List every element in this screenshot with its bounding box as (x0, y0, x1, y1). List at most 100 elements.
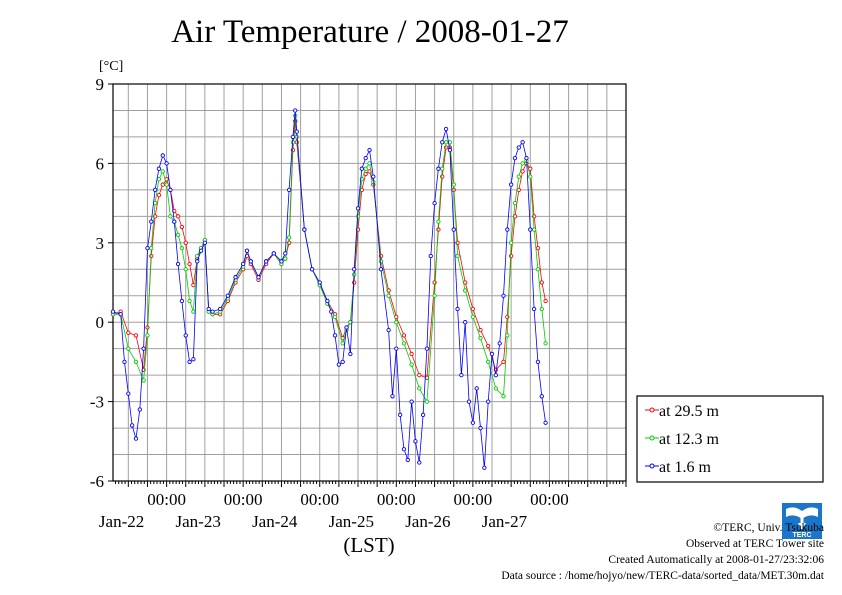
legend-label: at 29.5 m (659, 403, 720, 420)
data-point (133, 359, 139, 365)
data-point (428, 253, 433, 259)
data-point (348, 351, 353, 357)
y-tick-label: 6 (96, 154, 105, 173)
data-point (248, 259, 253, 264)
data-point (386, 293, 391, 298)
data-point (340, 341, 345, 346)
data-point (512, 200, 518, 206)
data-point (129, 423, 135, 428)
data-point (110, 309, 116, 314)
legend-label: at 12.3 m (659, 431, 720, 448)
data-point (447, 148, 453, 153)
data-point (424, 399, 430, 404)
data-point (172, 219, 177, 224)
data-point (340, 359, 345, 365)
data-point (168, 187, 173, 193)
data-point (355, 206, 361, 211)
data-point (283, 256, 288, 261)
data-point (286, 187, 292, 193)
data-point (451, 227, 456, 232)
x-day-label: Jan-25 (329, 512, 374, 531)
data-point (390, 394, 395, 399)
data-point (524, 155, 529, 161)
data-point (286, 235, 292, 240)
series-line-3 (112, 110, 546, 468)
data-point (156, 193, 162, 198)
data-point (466, 399, 472, 404)
data-point (183, 333, 188, 338)
x-day-label: Jan-22 (99, 512, 144, 531)
data-point (432, 200, 437, 206)
y-tick-label: 0 (96, 313, 105, 332)
data-point (493, 372, 498, 378)
x-day-label: Jan-24 (252, 512, 298, 531)
data-point (160, 169, 165, 174)
data-point (482, 465, 487, 470)
data-point (175, 214, 181, 219)
data-point (210, 309, 215, 314)
data-point (206, 306, 211, 312)
data-point (187, 261, 192, 267)
data-point (141, 346, 146, 351)
data-point (497, 341, 502, 346)
data-point (505, 227, 510, 232)
data-point (244, 248, 250, 253)
data-point (283, 251, 288, 256)
data-point (359, 166, 364, 171)
data-point (455, 306, 460, 312)
data-point (443, 126, 449, 132)
data-point (191, 357, 196, 362)
data-point (118, 312, 123, 317)
data-point (528, 166, 533, 171)
data-point (440, 174, 445, 179)
data-point (420, 412, 426, 417)
data-point (179, 245, 185, 251)
data-point (168, 214, 173, 219)
data-point (417, 386, 422, 391)
x-time-label: 00:00 (377, 490, 416, 509)
data-point (256, 275, 261, 280)
legend-label: at 1.6 m (659, 459, 712, 476)
data-point (486, 343, 491, 349)
data-point (535, 267, 541, 272)
data-point (175, 261, 181, 267)
data-point (440, 166, 445, 171)
data-point (463, 320, 468, 325)
data-point (290, 134, 296, 140)
data-point (501, 293, 506, 298)
data-point (516, 145, 521, 150)
y-tick-label: 3 (96, 234, 105, 253)
legend-swatch-marker (649, 435, 655, 441)
data-point (455, 240, 460, 245)
data-point (202, 240, 208, 245)
data-point (432, 293, 437, 298)
y-tick-label: -3 (90, 393, 104, 412)
data-point (493, 386, 498, 391)
data-point (133, 333, 139, 338)
data-point (225, 293, 231, 298)
data-point (336, 362, 342, 367)
data-point (141, 378, 146, 383)
legend-swatch-marker (649, 463, 655, 469)
data-point (505, 333, 510, 338)
data-point (501, 359, 506, 365)
data-point (371, 174, 376, 179)
data-point (263, 259, 269, 264)
data-point (474, 386, 479, 391)
data-point (436, 219, 441, 224)
data-point (179, 224, 185, 230)
data-point (352, 280, 357, 285)
data-point (413, 439, 418, 444)
data-point (183, 267, 188, 272)
data-point (191, 282, 196, 288)
data-point (271, 251, 276, 256)
x-day-label: Jan-26 (405, 512, 450, 531)
data-point (241, 261, 246, 267)
data-point (520, 161, 525, 166)
data-point (145, 245, 150, 251)
data-point (478, 327, 483, 333)
data-point (417, 372, 422, 378)
data-point (470, 420, 476, 425)
data-point (233, 275, 238, 280)
